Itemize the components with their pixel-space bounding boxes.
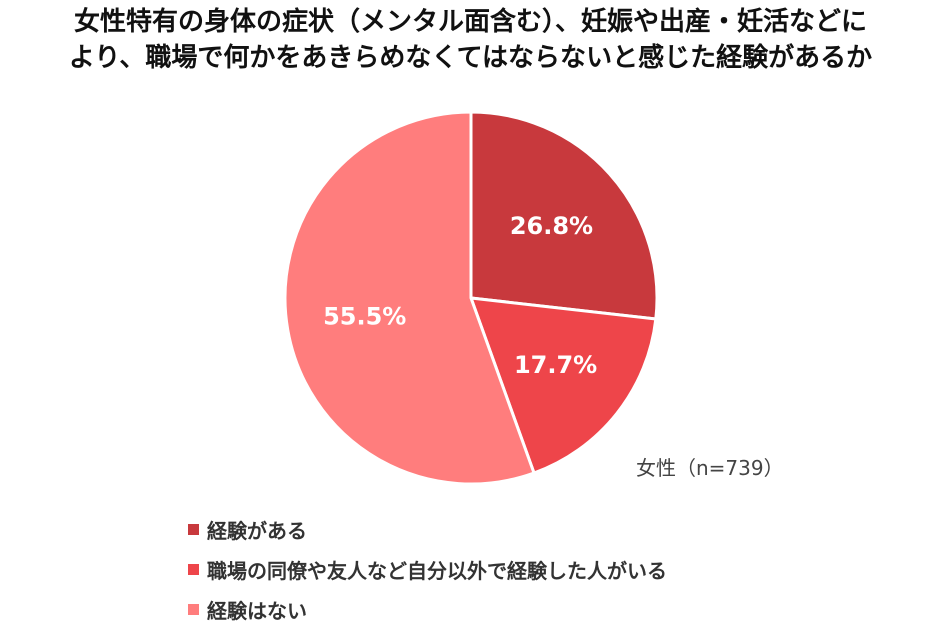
- sample-size-note: 女性（n=739）: [636, 456, 784, 480]
- legend-swatch: [188, 523, 199, 535]
- legend-swatch: [188, 563, 199, 575]
- pie-slice-value-label: 26.8%: [510, 212, 593, 240]
- pie-slice-value-label: 17.7%: [514, 351, 597, 379]
- pie-slice-others-experienced: [469, 296, 658, 475]
- chart-title-line-1: 女性特有の身体の症状（メンタル面含む）、妊娠や出産・妊活などに: [73, 7, 867, 37]
- pie-slice-value-label: 55.5%: [323, 303, 406, 331]
- chart-title: 女性特有の身体の症状（メンタル面含む）、妊娠や出産・妊活などに より、職場で何か…: [0, 4, 941, 76]
- legend-item-experienced: 経験がある: [188, 509, 667, 549]
- legend-label: 経験がある: [207, 518, 307, 543]
- pie-slice-not-experienced: [283, 110, 536, 486]
- legend-item-not-experienced: 経験はない: [188, 589, 667, 629]
- legend-label: 職場の同僚や友人など自分以外で経験した人がいる: [207, 558, 667, 583]
- legend-swatch: [188, 603, 199, 615]
- legend: 経験がある 職場の同僚や友人など自分以外で経験した人がいる 経験はない: [188, 509, 667, 629]
- legend-label: 経験はない: [207, 598, 307, 623]
- chart-title-line-2: より、職場で何かをあきらめなくてはならないと感じた経験があるか: [68, 43, 873, 73]
- legend-item-others-experienced: 職場の同僚や友人など自分以外で経験した人がいる: [188, 549, 667, 589]
- pie-slice-experienced: [469, 110, 659, 321]
